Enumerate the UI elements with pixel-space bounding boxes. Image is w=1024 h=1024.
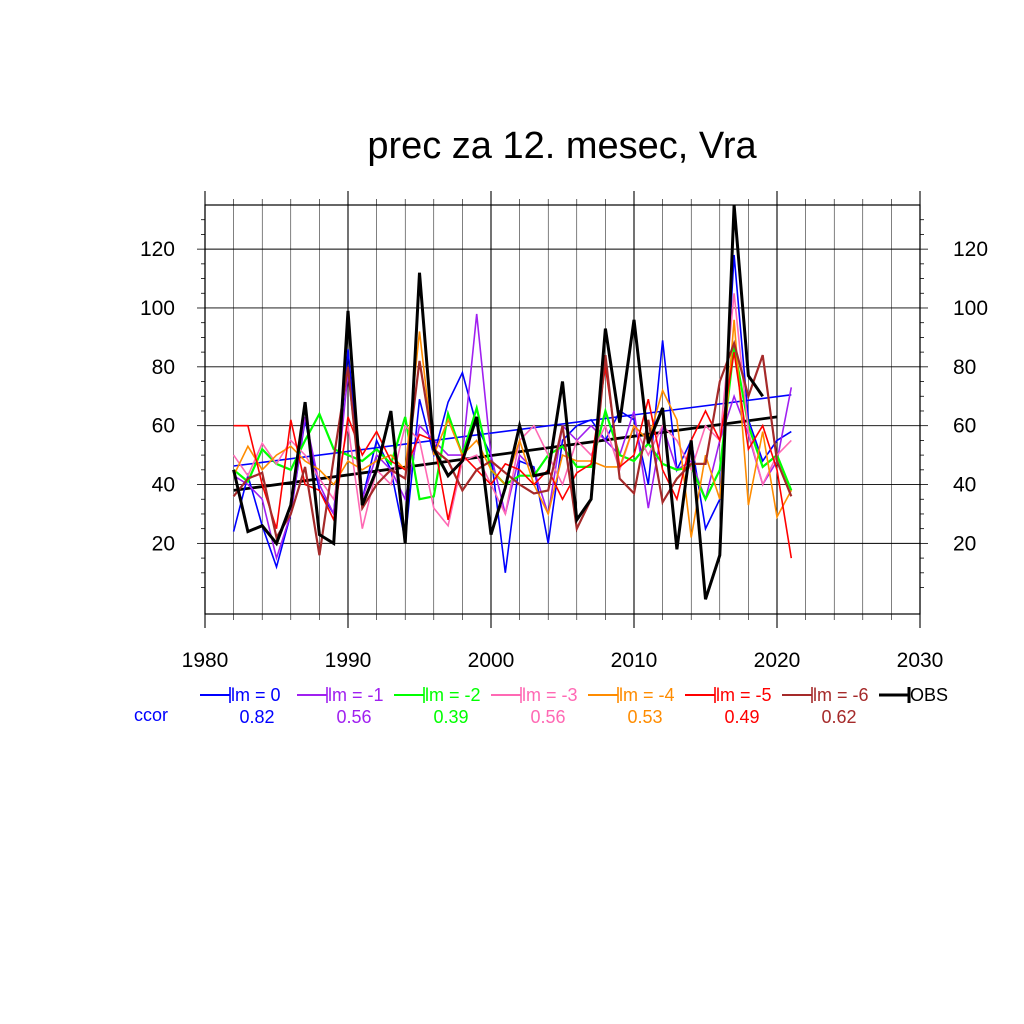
plot-frame xyxy=(204,204,921,615)
x-tick-label: 2010 xyxy=(611,649,658,672)
legend-label: lm = -5 xyxy=(716,685,772,705)
y-tick-label-left: 100 xyxy=(140,297,175,320)
ccor-value: 0.56 xyxy=(336,707,371,727)
series-line-obs xyxy=(232,204,764,600)
y-tick-label-left: 80 xyxy=(152,356,175,379)
y-tick-label-right: 40 xyxy=(953,474,976,497)
trend-line xyxy=(233,393,792,467)
y-tick-label-left: 120 xyxy=(140,238,175,261)
y-tick-label-right: 100 xyxy=(953,297,988,320)
legend-label: lm = 0 xyxy=(231,685,281,705)
trend-line xyxy=(233,415,778,492)
trend-lines xyxy=(233,393,792,492)
x-tick-label: 2000 xyxy=(468,649,515,672)
axis-ticks xyxy=(197,191,928,628)
ccor-value: 0.56 xyxy=(530,707,565,727)
ccor-value: 0.53 xyxy=(627,707,662,727)
y-tick-label-left: 20 xyxy=(152,532,175,555)
legend-label: OBS xyxy=(910,685,948,705)
chart-title: prec za 12. mesec, Vra xyxy=(367,125,757,167)
ccor-value: 0.82 xyxy=(239,707,274,727)
series-lines xyxy=(232,204,793,600)
x-tick-label: 1980 xyxy=(182,649,229,672)
ccor-label: ccor xyxy=(134,705,168,725)
y-tick-label-right: 60 xyxy=(953,415,976,438)
y-tick-label-right: 120 xyxy=(953,238,988,261)
ccor-value: 0.62 xyxy=(821,707,856,727)
series-line-lm-3 xyxy=(232,293,792,529)
x-tick-label: 2030 xyxy=(897,649,944,672)
y-tick-label-right: 20 xyxy=(953,532,976,555)
y-tick-label-left: 40 xyxy=(152,474,175,497)
grid xyxy=(204,205,921,614)
ccor-value: 0.49 xyxy=(724,707,759,727)
legend-label: lm = -4 xyxy=(619,685,675,705)
x-tick-label: 1990 xyxy=(325,649,372,672)
series-line-lm-6 xyxy=(232,339,793,556)
legend-label: lm = -6 xyxy=(813,685,869,705)
legend-label: lm = -2 xyxy=(425,685,481,705)
x-tick-label: 2020 xyxy=(754,649,801,672)
y-tick-label-left: 60 xyxy=(152,415,175,438)
ccor-value: 0.39 xyxy=(433,707,468,727)
y-tick-label-right: 80 xyxy=(953,356,976,379)
legend-label: lm = -1 xyxy=(328,685,384,705)
legend-label: lm = -3 xyxy=(522,685,578,705)
